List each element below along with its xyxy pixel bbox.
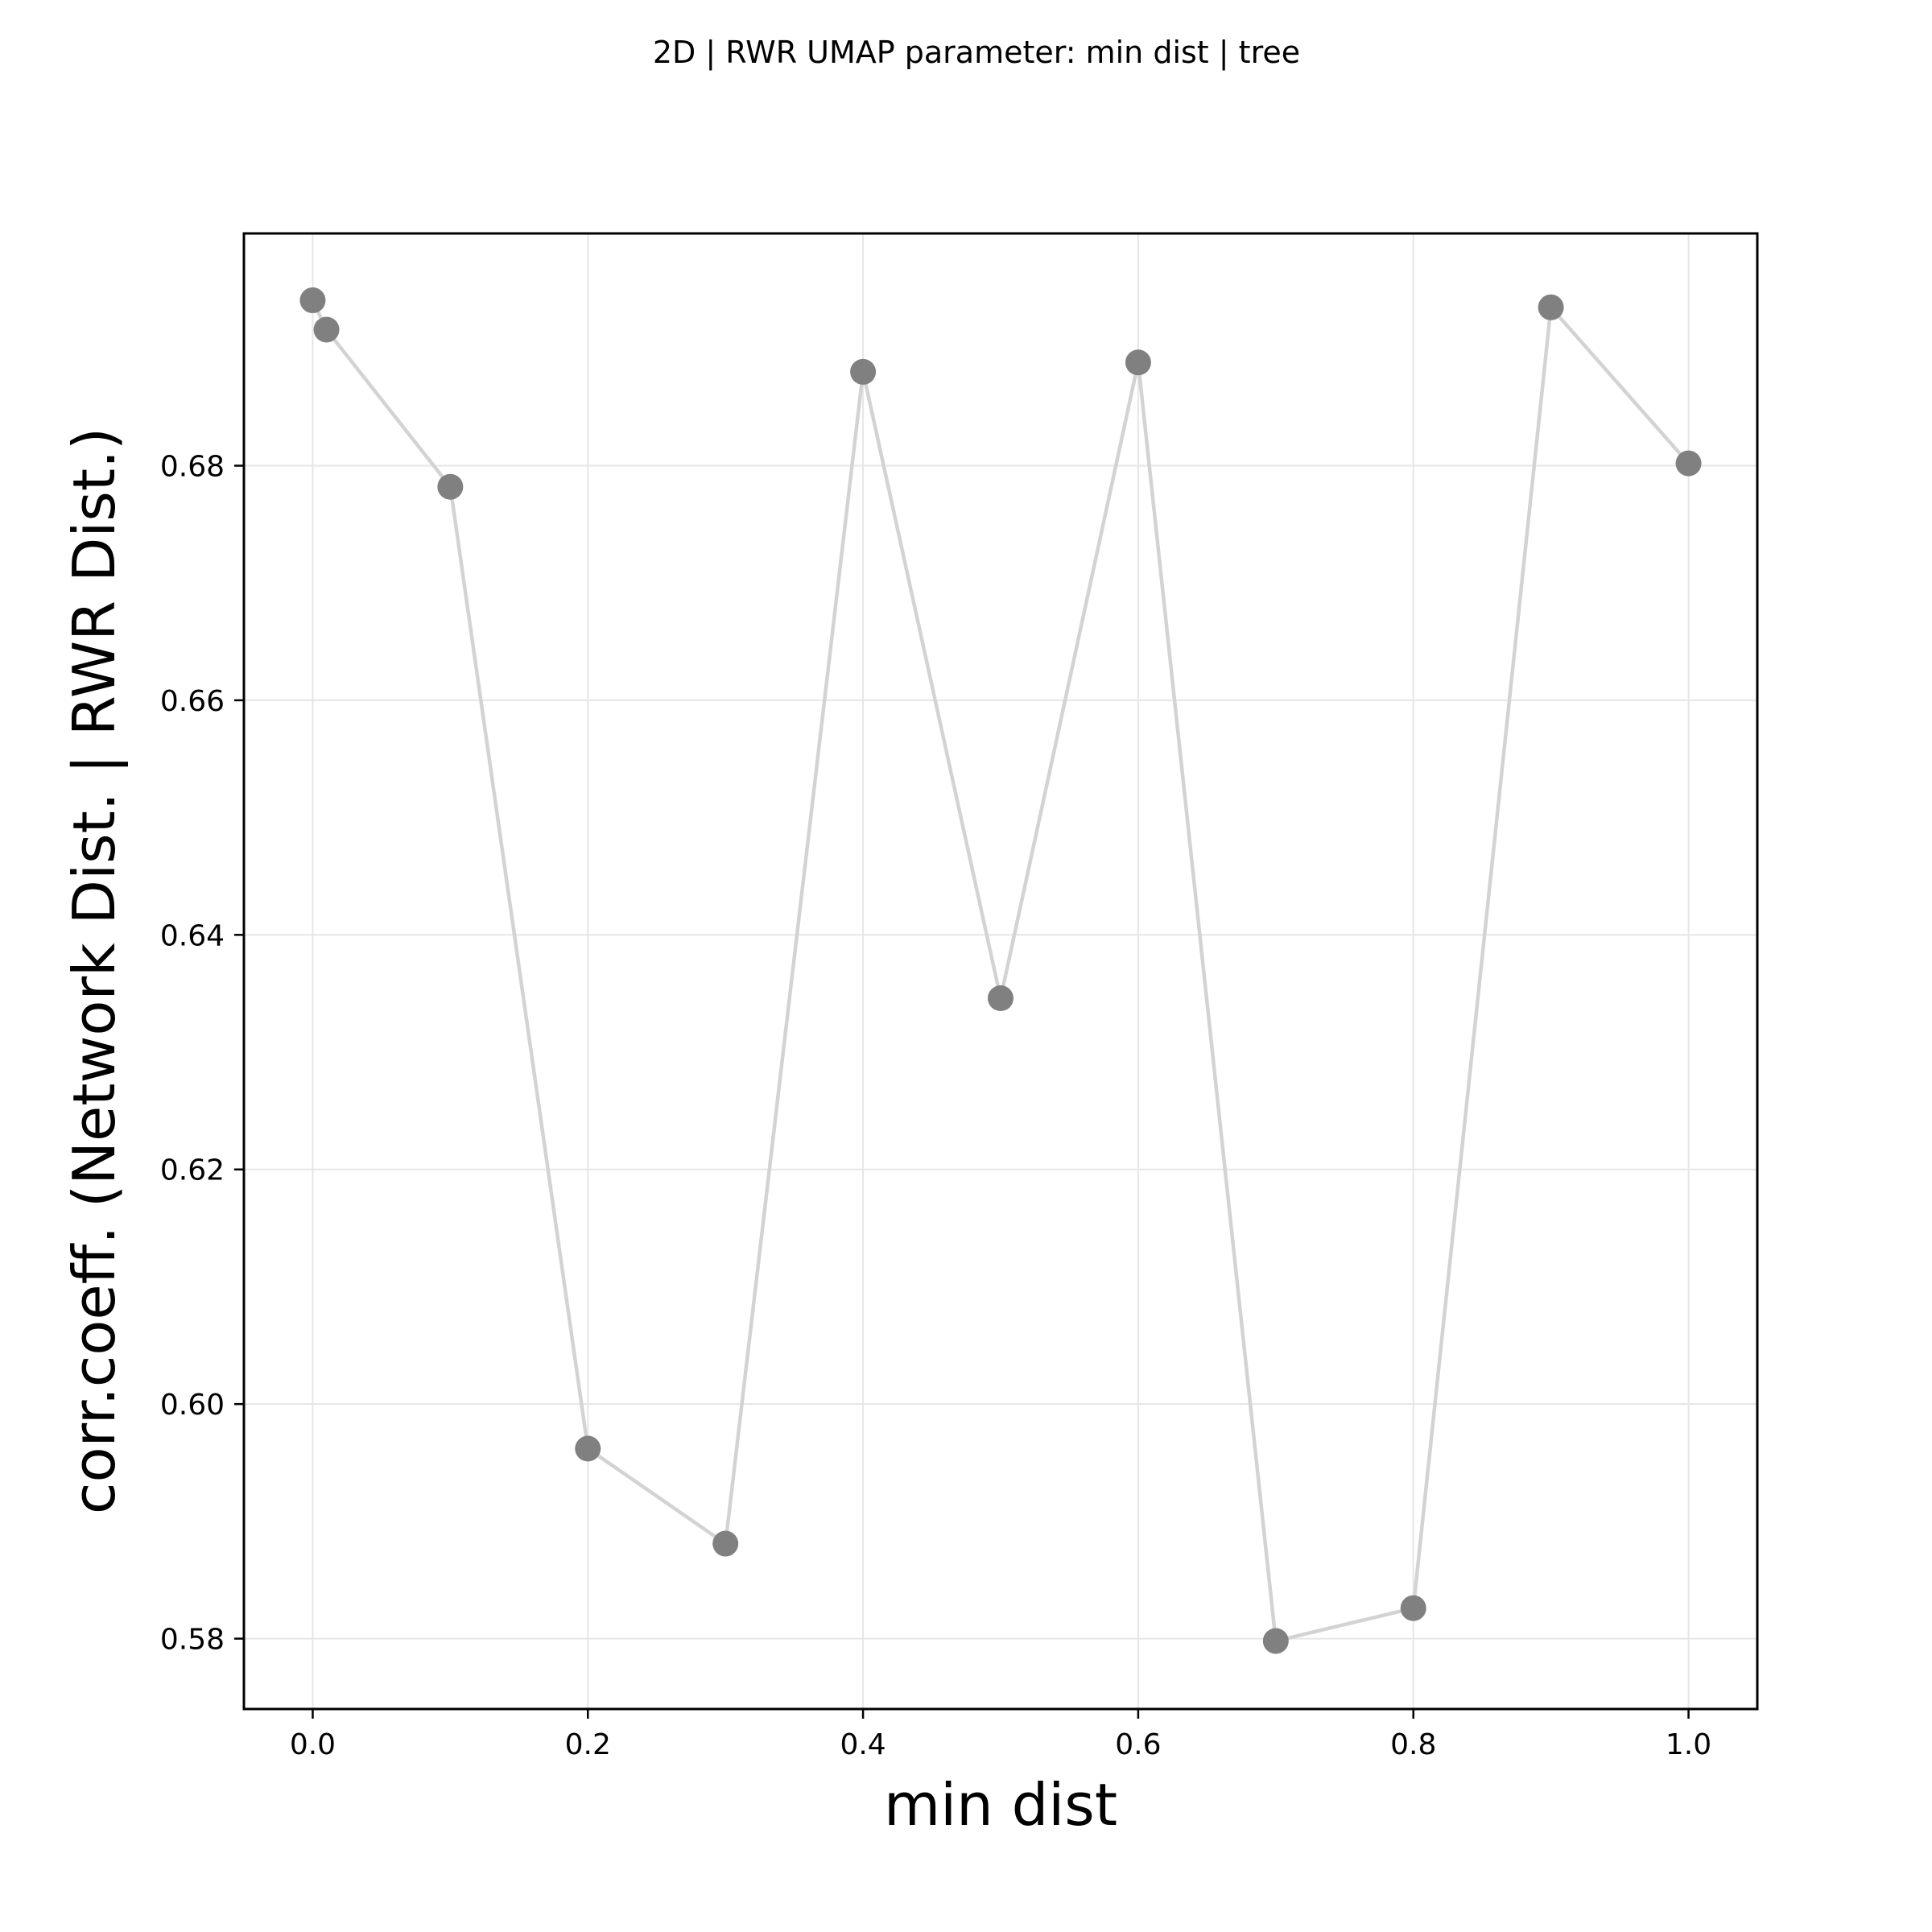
y-tick-label: 0.66 (160, 685, 225, 718)
data-point (437, 473, 464, 500)
y-tick-label: 0.68 (160, 451, 225, 484)
y-axis-label: corr.coeff. (Network Dist. | RWR Dist.) (60, 427, 129, 1514)
series-line (311, 299, 1690, 1643)
x-tick-label: 0.0 (290, 1728, 336, 1761)
series-line-layer (311, 299, 1690, 1643)
y-tick-label: 0.58 (160, 1624, 225, 1657)
data-point (1538, 294, 1564, 320)
x-tick-label: 0.2 (565, 1728, 611, 1761)
x-tick-label: 0.8 (1390, 1728, 1436, 1761)
data-point (299, 287, 326, 314)
y-tick-label: 0.62 (160, 1154, 225, 1187)
grid-lines (244, 233, 1757, 1709)
data-point (575, 1435, 601, 1462)
y-tick-label: 0.60 (160, 1389, 225, 1422)
x-tick-label: 0.4 (840, 1728, 886, 1761)
x-tick-label: 1.0 (1666, 1728, 1711, 1761)
y-axis-ticks: 0.58 0.60 0.62 0.64 0.66 0.68 (160, 451, 244, 1657)
data-point (1400, 1595, 1426, 1621)
x-axis-label: min dist (884, 1771, 1117, 1839)
x-axis-ticks: 0.0 0.2 0.4 0.6 0.8 1.0 (290, 1709, 1711, 1761)
data-point (1125, 349, 1151, 376)
data-points (299, 287, 1702, 1654)
data-point (988, 985, 1013, 1012)
data-point (1262, 1628, 1289, 1654)
plot-frame (242, 232, 1759, 1711)
x-tick-label: 0.6 (1115, 1728, 1161, 1761)
data-point (712, 1530, 739, 1557)
data-point (850, 358, 877, 385)
y-tick-label: 0.64 (160, 919, 225, 952)
data-point (1675, 450, 1702, 477)
chart-title: 2D | RWR UMAP parameter: min dist | tree (653, 35, 1300, 71)
data-point (313, 316, 340, 343)
